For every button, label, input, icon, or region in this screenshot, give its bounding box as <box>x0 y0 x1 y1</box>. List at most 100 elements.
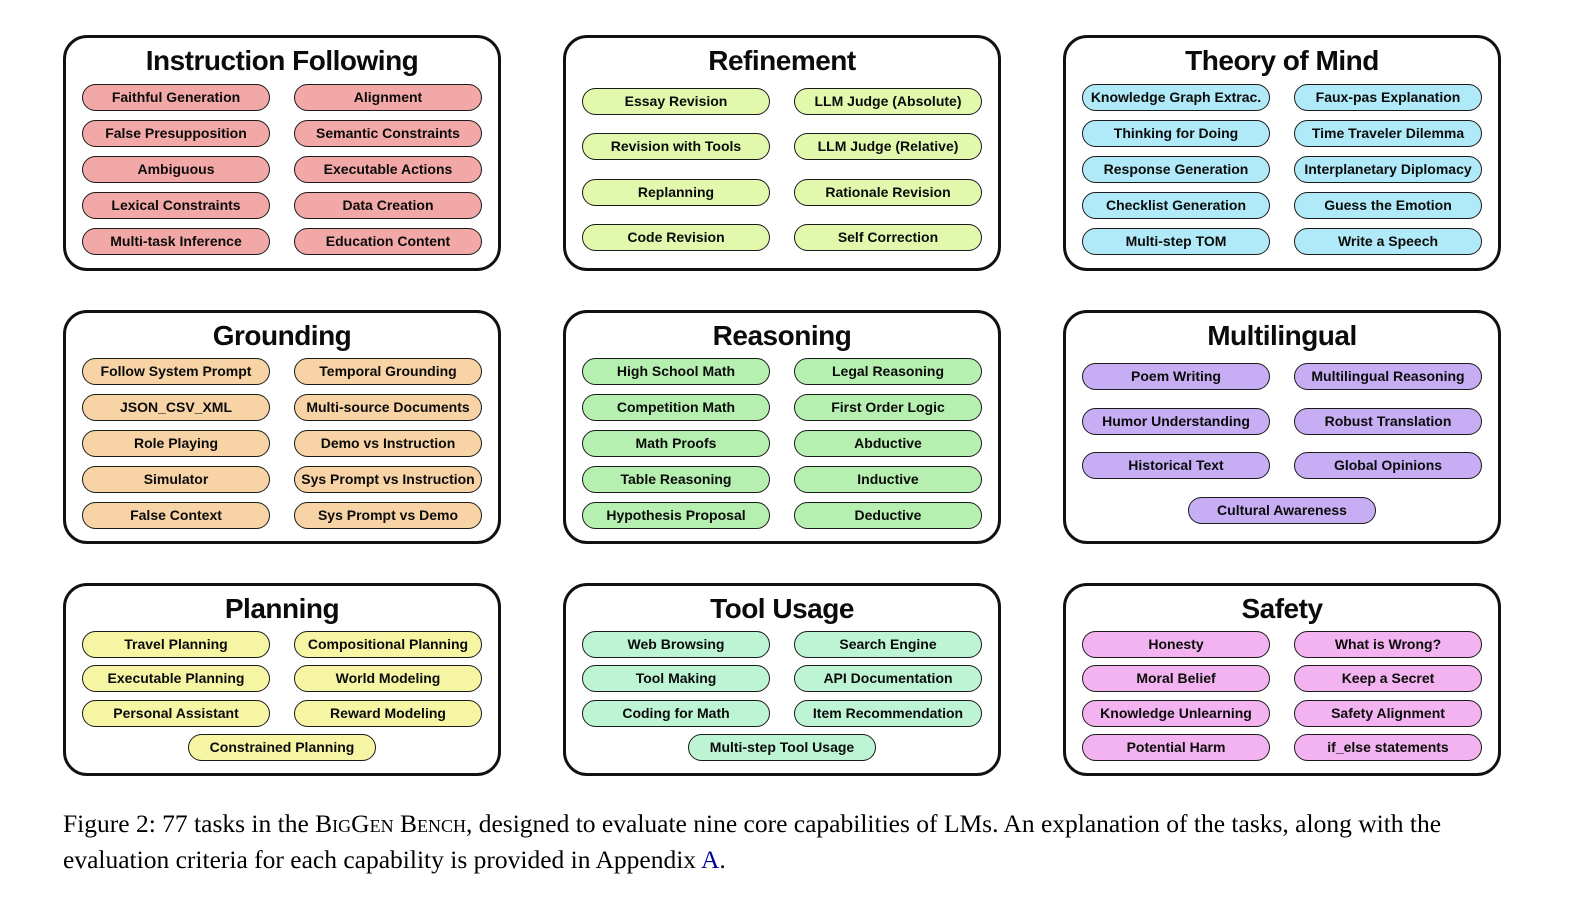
task-pill: Guess the Emotion <box>1294 192 1482 220</box>
task-pill: Table Reasoning <box>582 465 770 493</box>
task-pill: Semantic Constraints <box>294 119 482 147</box>
task-pill: Deductive <box>794 501 982 529</box>
task-pill: Robust Translation <box>1294 407 1482 435</box>
task-pill: Knowledge Graph Extrac. <box>1082 83 1270 111</box>
task-pill: Multilingual Reasoning <box>1294 362 1482 390</box>
category-box-safety: Safety Honesty What is Wrong? Moral Belief… <box>1063 583 1501 776</box>
category-title: Reasoning <box>712 320 852 351</box>
task-pill: Faux-pas Explanation <box>1294 83 1482 111</box>
task-pill: Revision with Tools <box>582 133 770 161</box>
task-pill: Faithful Generation <box>82 83 270 111</box>
task-pill: False Context <box>82 501 270 529</box>
category-box-refinement: Refinement Essay Revision LLM Judge (Abso… <box>563 35 1001 271</box>
task-pill: World Modeling <box>294 665 482 693</box>
task-pill: Safety Alignment <box>1294 699 1482 727</box>
task-pill: Travel Planning <box>82 630 270 658</box>
task-pill: Potential Harm <box>1082 734 1270 762</box>
task-pill: Executable Planning <box>82 665 270 693</box>
task-pill: Essay Revision <box>582 88 770 116</box>
task-pill: if_else statements <box>1294 734 1482 762</box>
pill-list: Travel Planning Compositional Planning Exe… <box>66 625 498 773</box>
pill-list: Web Browsing Search Engine Tool Making API … <box>566 625 998 773</box>
task-pill: Time Traveler Dilemma <box>1294 119 1482 147</box>
category-box-tool-usage: Tool Usage Web Browsing Search Engine Tool… <box>563 583 1001 776</box>
category-title: Theory of Mind <box>1185 45 1379 76</box>
task-pill: Cultural Awareness <box>1188 497 1376 525</box>
task-pill: Sys Prompt vs Instruction <box>294 465 482 493</box>
task-pill: Poem Writing <box>1082 362 1270 390</box>
task-pill: Tool Making <box>582 665 770 693</box>
task-pill: Historical Text <box>1082 452 1270 480</box>
category-grid: Instruction Following Faithful Generatio… <box>63 35 1524 776</box>
pill-list: Poem Writing Multilingual Reasoning Humor … <box>1066 352 1498 541</box>
task-pill: False Presupposition <box>82 119 270 147</box>
appendix-link[interactable]: A <box>701 845 720 875</box>
pill-list: High School Math Legal Reasoning Competiti… <box>566 352 998 541</box>
task-pill: Rationale Revision <box>794 178 982 206</box>
task-pill: Response Generation <box>1082 155 1270 183</box>
task-pill: Global Opinions <box>1294 452 1482 480</box>
category-box-instruction-following: Instruction Following Faithful Generatio… <box>63 35 501 271</box>
task-pill: Simulator <box>82 465 270 493</box>
task-pill: Reward Modeling <box>294 699 482 727</box>
task-pill: Web Browsing <box>582 630 770 658</box>
pill-list: Knowledge Graph Extrac. Faux-pas Explanat… <box>1066 77 1498 268</box>
task-pill: Coding for Math <box>582 699 770 727</box>
category-box-planning: Planning Travel Planning Compositional Pl… <box>63 583 501 776</box>
task-pill: Abductive <box>794 429 982 457</box>
task-pill: Education Content <box>294 228 482 256</box>
category-box-grounding: Grounding Follow System Prompt Temporal G… <box>63 310 501 544</box>
task-pill: Constrained Planning <box>188 734 376 762</box>
task-pill: Humor Understanding <box>1082 407 1270 435</box>
task-pill: Demo vs Instruction <box>294 429 482 457</box>
task-pill: Replanning <box>582 178 770 206</box>
pill-list: Essay Revision LLM Judge (Absolute) Revisi… <box>566 77 998 268</box>
pill-list: Honesty What is Wrong? Moral Belief Keep a … <box>1066 625 1498 773</box>
task-pill: Knowledge Unlearning <box>1082 699 1270 727</box>
task-pill: Lexical Constraints <box>82 192 270 220</box>
task-pill: Interplanetary Diplomacy <box>1294 155 1482 183</box>
task-pill: Follow System Prompt <box>82 358 270 386</box>
task-pill: Executable Actions <box>294 155 482 183</box>
category-box-reasoning: Reasoning High School Math Legal Reasonin… <box>563 310 1001 544</box>
task-pill: Multi-task Inference <box>82 228 270 256</box>
task-pill: Sys Prompt vs Demo <box>294 501 482 529</box>
task-pill: Multi-step Tool Usage <box>688 734 876 762</box>
task-pill: LLM Judge (Relative) <box>794 133 982 161</box>
task-pill: Honesty <box>1082 630 1270 658</box>
task-pill: Item Recommendation <box>794 699 982 727</box>
category-title: Grounding <box>212 320 352 351</box>
category-title: Safety <box>1241 593 1323 624</box>
task-pill: Compositional Planning <box>294 630 482 658</box>
pill-list: Follow System Prompt Temporal Grounding JS… <box>66 352 498 541</box>
pill-list: Faithful Generation Alignment False Presup… <box>66 77 498 268</box>
category-title: Instruction Following <box>145 45 419 76</box>
category-title: Refinement <box>708 45 856 76</box>
task-pill: First Order Logic <box>794 394 982 422</box>
task-pill: API Documentation <box>794 665 982 693</box>
task-pill: Data Creation <box>294 192 482 220</box>
task-pill: Role Playing <box>82 429 270 457</box>
figure-caption: Figure 2: 77 tasks in the BigGen Bench, … <box>63 806 1524 878</box>
task-pill: Ambiguous <box>82 155 270 183</box>
category-box-theory-of-mind: Theory of Mind Knowledge Graph Extrac. Fa… <box>1063 35 1501 271</box>
task-pill: Multi-source Documents <box>294 394 482 422</box>
task-pill: What is Wrong? <box>1294 630 1482 658</box>
caption-text: Figure 2: 77 tasks in the <box>63 809 316 838</box>
task-pill: Alignment <box>294 83 482 111</box>
task-pill: High School Math <box>582 358 770 386</box>
task-pill: Code Revision <box>582 223 770 251</box>
task-pill: Self Correction <box>794 223 982 251</box>
category-title: Planning <box>224 593 340 624</box>
task-pill: Moral Belief <box>1082 665 1270 693</box>
task-pill: Search Engine <box>794 630 982 658</box>
caption-text: , designed to evaluate nine core capabil… <box>63 809 1442 875</box>
task-pill: Write a Speech <box>1294 228 1482 256</box>
caption-text: . <box>719 845 726 875</box>
task-pill: JSON_CSV_XML <box>82 394 270 422</box>
category-box-multilingual: Multilingual Poem Writing Multilingual Re… <box>1063 310 1501 544</box>
category-title: Multilingual <box>1207 320 1357 351</box>
task-pill: Hypothesis Proposal <box>582 501 770 529</box>
task-pill: Keep a Secret <box>1294 665 1482 693</box>
